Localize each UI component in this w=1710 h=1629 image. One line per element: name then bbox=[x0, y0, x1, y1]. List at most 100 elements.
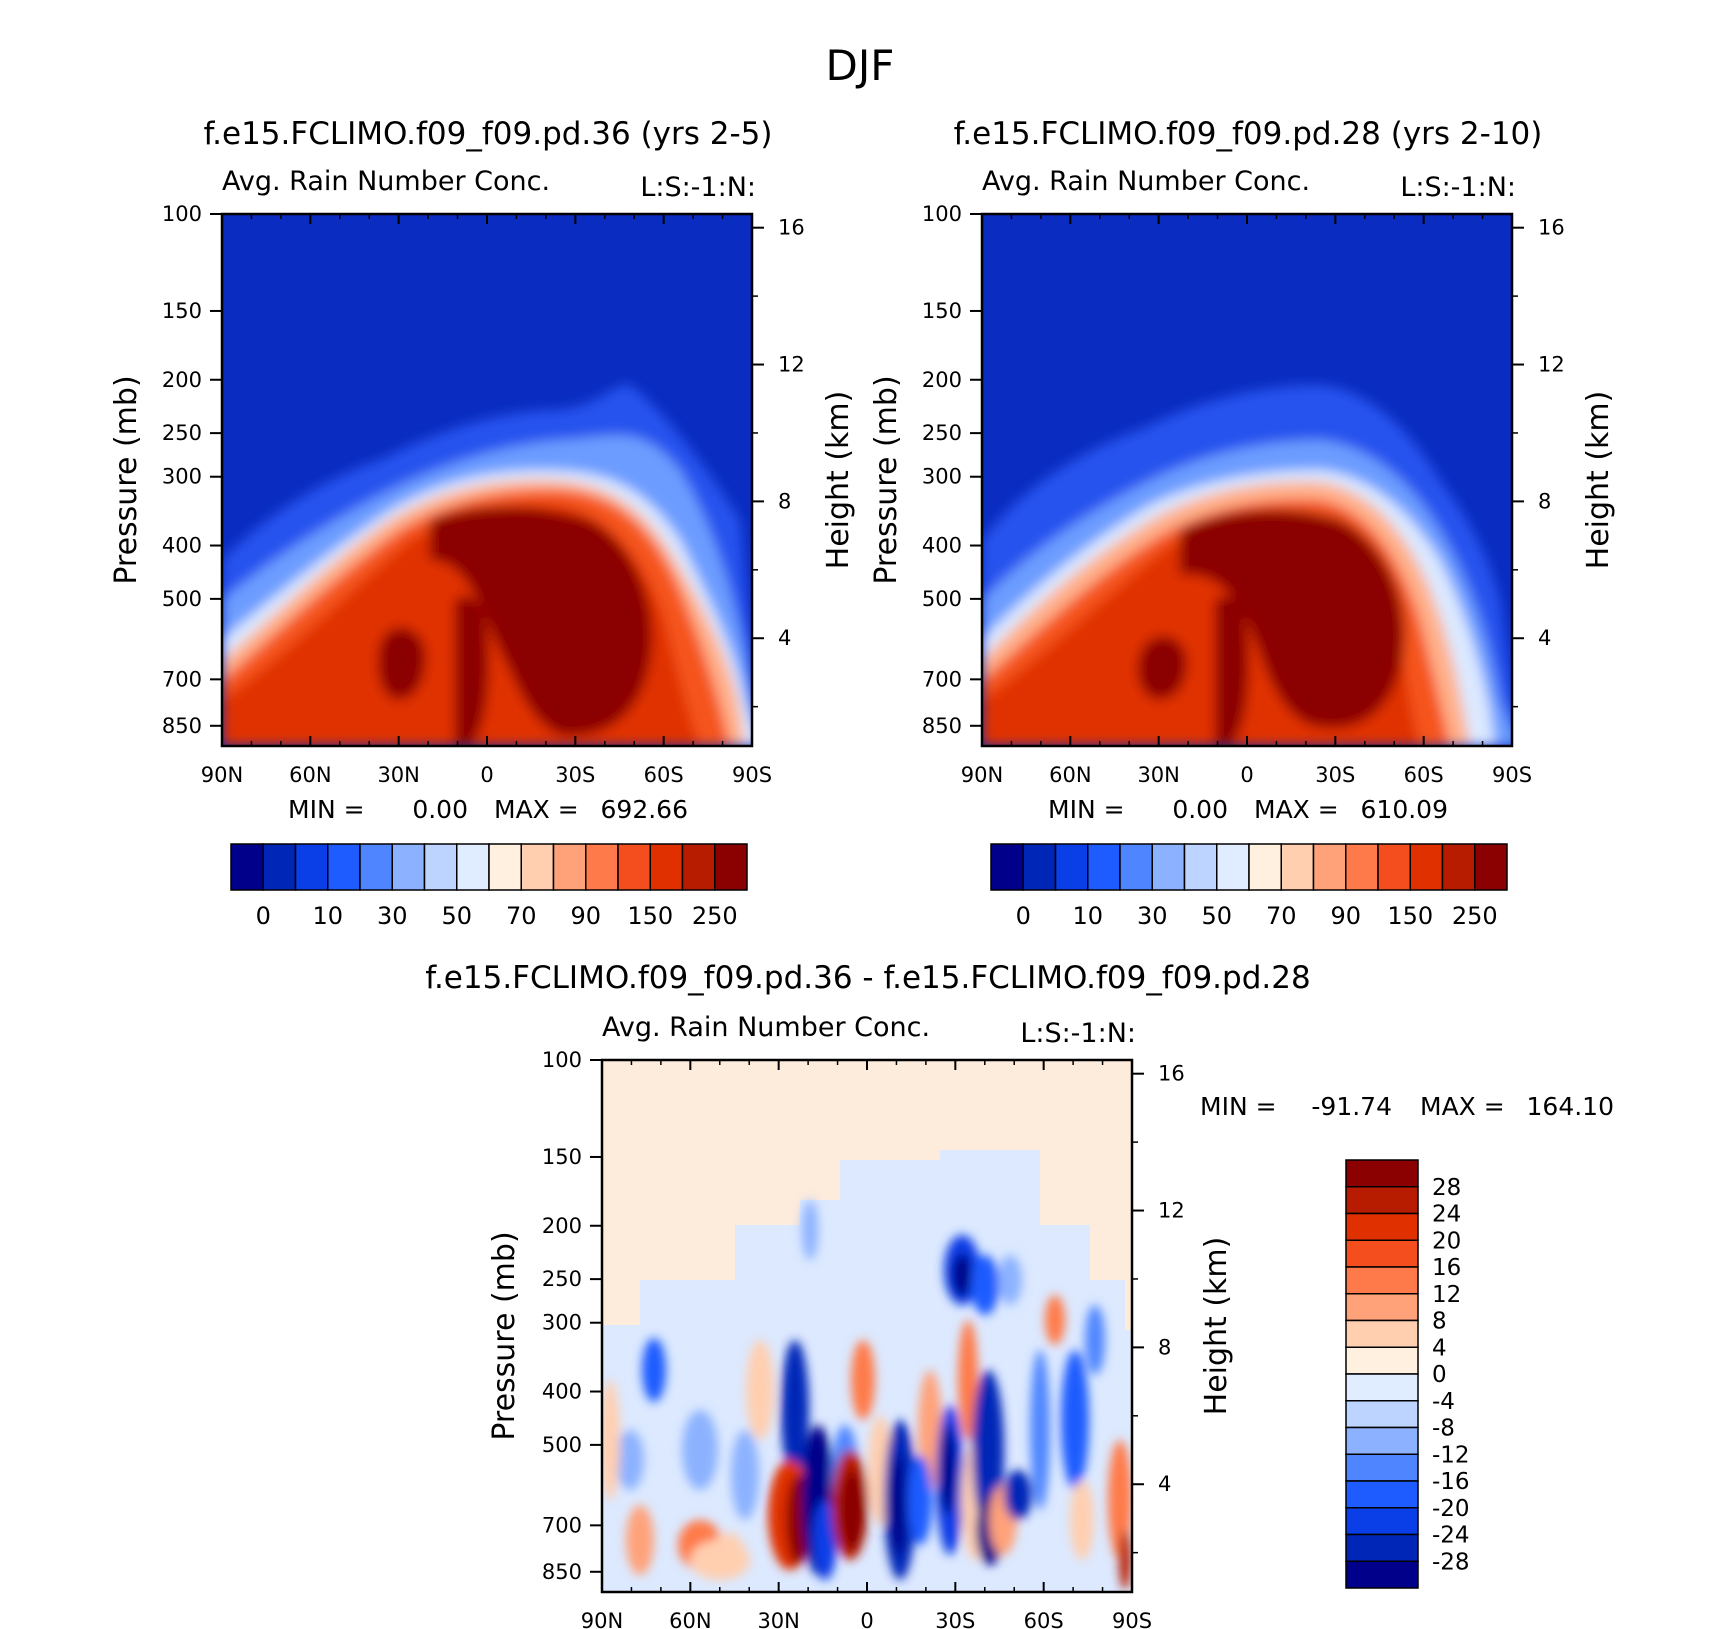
colorbar-swatch bbox=[585, 843, 619, 891]
colorbar-label: 150 bbox=[627, 902, 673, 930]
colorbar-swatch bbox=[1409, 843, 1444, 891]
colorbar-swatch bbox=[617, 843, 651, 891]
y-tick-label: 100 bbox=[922, 202, 962, 226]
x-tick-label: 60N bbox=[1049, 763, 1091, 787]
field-band bbox=[430, 506, 652, 736]
colorbar-label: 0 bbox=[1016, 902, 1031, 930]
colorbar-swatch bbox=[230, 843, 264, 891]
colorbar-swatch bbox=[359, 843, 393, 891]
colorbar-swatch bbox=[1345, 1186, 1419, 1215]
colorbar-swatch bbox=[1345, 1533, 1419, 1562]
colorbar-swatch bbox=[1345, 1266, 1419, 1295]
axes: 90N 60N 30N 0 30S 60S 90S 100 150 200 250 300 400 500… bbox=[542, 1048, 1185, 1629]
y-tick-label: 300 bbox=[162, 465, 202, 489]
colorbar-swatch bbox=[1345, 1426, 1419, 1455]
colorbar-label: 50 bbox=[441, 902, 472, 930]
max-label: MAX = bbox=[1420, 1092, 1505, 1121]
colorbar-swatch bbox=[1216, 843, 1250, 891]
colorbar-swatch bbox=[1377, 843, 1411, 891]
min-value: 0.00 bbox=[1172, 795, 1228, 824]
y-axis-title-left: Pressure (mb) bbox=[109, 375, 144, 584]
colorbar-label: -16 bbox=[1432, 1469, 1470, 1495]
y-tick-label: 200 bbox=[162, 368, 202, 392]
colorbar-label: 90 bbox=[1330, 902, 1361, 930]
field-blob bbox=[616, 1430, 644, 1490]
colorbar-swatch bbox=[552, 843, 587, 891]
panel-difference: f.e15.FCLIMO.f09_f09.pd.36 - f.e15.FCLIM… bbox=[425, 960, 1614, 1629]
colorbar-swatch bbox=[488, 843, 522, 891]
y-tick-label: 500 bbox=[542, 1433, 582, 1457]
colorbar-label: 0 bbox=[256, 902, 271, 930]
colorbar-swatch bbox=[456, 843, 490, 891]
y-tick-label: 400 bbox=[922, 534, 962, 558]
y-tick-label: 150 bbox=[542, 1145, 582, 1169]
min-label: MIN = bbox=[288, 795, 365, 824]
colorbar-label: 150 bbox=[1387, 902, 1433, 930]
colorbar-swatch bbox=[1474, 843, 1508, 891]
field-blob bbox=[1108, 1440, 1132, 1560]
y-tick-label: 200 bbox=[922, 368, 962, 392]
y-tick-label: 150 bbox=[922, 299, 962, 323]
x-tick-label: 60S bbox=[1404, 763, 1444, 787]
x-tick-label: 60S bbox=[644, 763, 684, 787]
field-blob bbox=[1085, 1305, 1105, 1375]
colorbar-swatch bbox=[1087, 843, 1121, 891]
colorbar-label: 16 bbox=[1432, 1255, 1461, 1281]
field-blob bbox=[890, 1455, 906, 1555]
colorbar-label: -28 bbox=[1432, 1549, 1470, 1575]
y-axis-title-right: Height (km) bbox=[1199, 1237, 1234, 1416]
y-tick-label: 250 bbox=[542, 1267, 582, 1291]
max-value: 164.10 bbox=[1527, 1092, 1614, 1121]
x-tick-label: 90N bbox=[201, 763, 243, 787]
colorbar-label: 24 bbox=[1432, 1202, 1461, 1228]
colorbar-swatch bbox=[391, 843, 426, 891]
y-tick-label: 100 bbox=[542, 1048, 582, 1072]
y-axis-title-right: Height (km) bbox=[1581, 391, 1616, 570]
colorbar-label: 250 bbox=[1452, 902, 1498, 930]
colorbar-label: 30 bbox=[1137, 902, 1168, 930]
colorbar-label: 12 bbox=[1432, 1282, 1461, 1308]
field-band bbox=[1137, 636, 1187, 700]
colorbar-label: -24 bbox=[1432, 1523, 1470, 1549]
colorbar-swatch bbox=[1441, 843, 1476, 891]
y-tick-label: 300 bbox=[922, 465, 962, 489]
colorbar-label: 70 bbox=[506, 902, 537, 930]
x-tick-label: 30S bbox=[1315, 763, 1355, 787]
colorbar-label: 10 bbox=[1072, 902, 1103, 930]
colorbar-swatch bbox=[1345, 1373, 1419, 1402]
x-tick-label: 90N bbox=[961, 763, 1003, 787]
colorbar-swatch bbox=[1345, 1480, 1419, 1509]
colorbar-swatch bbox=[1345, 1212, 1419, 1241]
colorbar-swatch bbox=[1183, 843, 1218, 891]
colorbar-swatch bbox=[1345, 1453, 1419, 1482]
colorbar-swatch bbox=[1022, 843, 1057, 891]
y-tick-label: 200 bbox=[542, 1214, 582, 1238]
x-tick-label: 90N bbox=[581, 1609, 623, 1629]
field-blob bbox=[958, 1320, 978, 1440]
field-blob bbox=[1030, 1350, 1050, 1510]
colorbar-label: 8 bbox=[1432, 1309, 1447, 1335]
colorbar-label: -20 bbox=[1432, 1496, 1470, 1522]
field-blob bbox=[602, 1380, 620, 1500]
colorbar-swatch bbox=[1248, 843, 1282, 891]
y-right-tick-label: 16 bbox=[1158, 1062, 1185, 1086]
panel-units: L:S:-1:N: bbox=[1400, 172, 1516, 203]
colorbar-swatch bbox=[714, 843, 748, 891]
y-axis-title-right: Height (km) bbox=[821, 391, 856, 570]
field-blob bbox=[1119, 1530, 1131, 1590]
y-right-tick-label: 8 bbox=[778, 489, 791, 513]
colorbar-swatch bbox=[262, 843, 297, 891]
colorbar-swatch bbox=[520, 843, 555, 891]
field-blob bbox=[940, 1425, 956, 1515]
panel-subtitle: Avg. Rain Number Conc. bbox=[602, 1012, 930, 1043]
colorbar-swatch bbox=[1312, 843, 1347, 891]
y-tick-label: 700 bbox=[162, 667, 202, 691]
colorbar-swatch bbox=[1345, 1319, 1419, 1348]
field-blob bbox=[998, 1255, 1022, 1305]
y-tick-label: 400 bbox=[542, 1380, 582, 1404]
min-label: MIN = bbox=[1048, 795, 1125, 824]
colorbar-swatch bbox=[423, 843, 458, 891]
panel-model-36: f.e15.FCLIMO.f09_f09.pd.36 (yrs 2-5) Avg… bbox=[109, 116, 856, 930]
